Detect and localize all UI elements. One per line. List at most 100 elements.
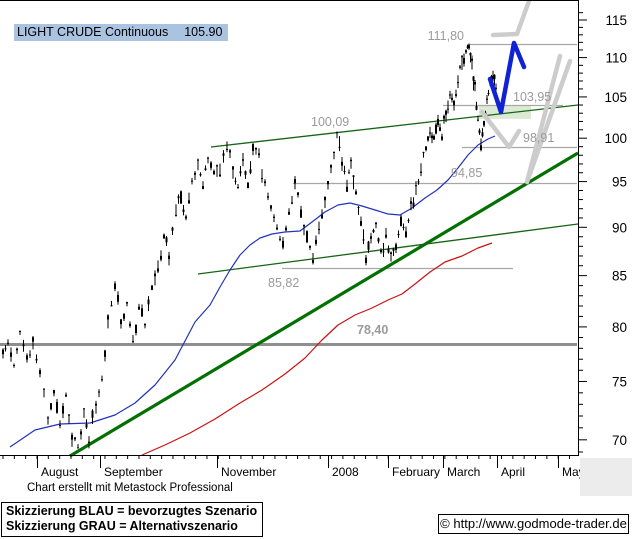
long-term-uptrend-line	[69, 151, 578, 457]
candlestick-body	[229, 150, 231, 153]
candlestick-body	[199, 173, 202, 176]
y-axis-label: 95	[612, 175, 627, 190]
candlestick-body	[410, 201, 412, 204]
candlestick-body	[147, 299, 150, 305]
candlestick-body	[47, 417, 49, 419]
candlestick-body	[400, 216, 402, 226]
candlestick-body	[232, 166, 234, 170]
last-price-value: 105.90	[184, 25, 223, 39]
candlestick-body	[385, 234, 387, 238]
axis-corner-fill	[580, 458, 632, 496]
candlestick-body	[397, 233, 400, 236]
price-annotation: 100,09	[311, 115, 349, 129]
candlestick-body	[197, 159, 199, 161]
candlestick-body	[157, 268, 159, 272]
candlestick-body	[350, 159, 352, 162]
candlestick-body	[16, 348, 18, 351]
candlestick-body	[194, 172, 196, 175]
candlestick-body	[324, 196, 326, 201]
candlestick-body	[455, 94, 457, 96]
candlestick-body	[204, 168, 207, 171]
candlestick-body	[288, 211, 290, 215]
blue-scenario-arrow	[487, 40, 527, 115]
candlestick-body	[267, 196, 269, 198]
candlestick-body	[80, 431, 82, 435]
candlestick-body	[439, 127, 441, 131]
candlestick-body	[469, 52, 472, 56]
candlestick-body	[258, 153, 260, 156]
brand-link-box[interactable]: © http://www.godmode-trader.de	[438, 514, 629, 534]
candlestick-body	[59, 424, 61, 426]
candlestick-body	[459, 66, 461, 68]
candlestick-body	[185, 216, 187, 219]
candlestick-body	[168, 255, 170, 260]
candlestick-body	[493, 74, 496, 80]
candlestick-body	[475, 105, 478, 110]
candlestick-body	[163, 234, 165, 239]
instrument-title-bar: LIGHT CRUDE Continuous 105.90	[14, 24, 229, 41]
candlestick-body	[132, 341, 134, 343]
candlestick-body	[435, 124, 437, 134]
candlestick-body	[264, 181, 266, 184]
candlestick-body	[160, 255, 162, 260]
candlestick-body	[375, 222, 377, 225]
candlestick-body	[219, 174, 221, 177]
candlestick-body	[39, 370, 41, 374]
candlestick-body	[338, 146, 341, 148]
candlestick-body	[367, 241, 370, 250]
candlestick-body	[377, 238, 380, 242]
candlestick-body	[71, 434, 73, 440]
level-label: 103,95	[513, 90, 551, 104]
candlestick-body	[65, 394, 67, 397]
candlestick-body	[318, 229, 320, 231]
candlestick-body	[447, 108, 449, 110]
candlestick-body	[472, 76, 475, 81]
candlestick-body	[10, 352, 12, 357]
y-axis-label: 105	[604, 90, 627, 105]
y-axis-label: 75	[612, 374, 627, 389]
gray-alt-scenario-sketch	[479, 109, 522, 150]
x-month-label: March	[447, 465, 480, 479]
candlestick-body	[32, 337, 34, 342]
candlestick-body	[244, 171, 247, 175]
candlestick-body	[294, 179, 296, 184]
candlestick-body	[429, 132, 431, 134]
candlestick-body	[357, 207, 360, 209]
candlestick-body	[422, 152, 425, 154]
candlestick-body	[191, 180, 193, 182]
candlestick-body	[151, 285, 153, 290]
candlestick-body	[392, 248, 395, 251]
gray-alt-scenario-sketch	[490, 0, 532, 38]
candlestick-body	[483, 121, 485, 126]
candlestick-body	[449, 94, 451, 96]
candlestick-body	[420, 171, 422, 173]
candlestick-body	[123, 313, 125, 319]
candlestick-body	[247, 182, 249, 189]
candlestick-body	[222, 153, 225, 156]
candlestick-body	[74, 437, 76, 440]
y-axis-label: 80	[612, 320, 627, 335]
candlestick-body	[7, 342, 9, 344]
candlestick-body	[261, 177, 263, 179]
candlestick-body	[180, 191, 182, 204]
candlestick-body	[68, 414, 70, 416]
candlestick-body	[300, 209, 302, 218]
candlestick-body	[110, 305, 113, 307]
plot-area	[0, 0, 578, 457]
candlestick-body	[415, 185, 417, 187]
instrument-name: LIGHT CRUDE Continuous	[17, 25, 169, 39]
x-month-label: February	[392, 465, 440, 479]
candlestick-body	[395, 244, 397, 250]
candlestick-body	[26, 355, 28, 360]
candlestick-body	[182, 209, 185, 213]
y-axis-label: 100	[604, 131, 627, 146]
level-label: 94,85	[451, 166, 482, 180]
candlestick-body	[276, 227, 278, 230]
candlestick-body	[171, 227, 174, 231]
level-label: 85,82	[268, 276, 299, 290]
brand-url[interactable]: http://www.godmode-trader.de	[453, 516, 627, 531]
candlestick-body	[315, 239, 317, 244]
candlestick-body	[53, 390, 55, 394]
candlestick-body	[138, 306, 140, 310]
x-month-label: 2008	[332, 465, 359, 479]
